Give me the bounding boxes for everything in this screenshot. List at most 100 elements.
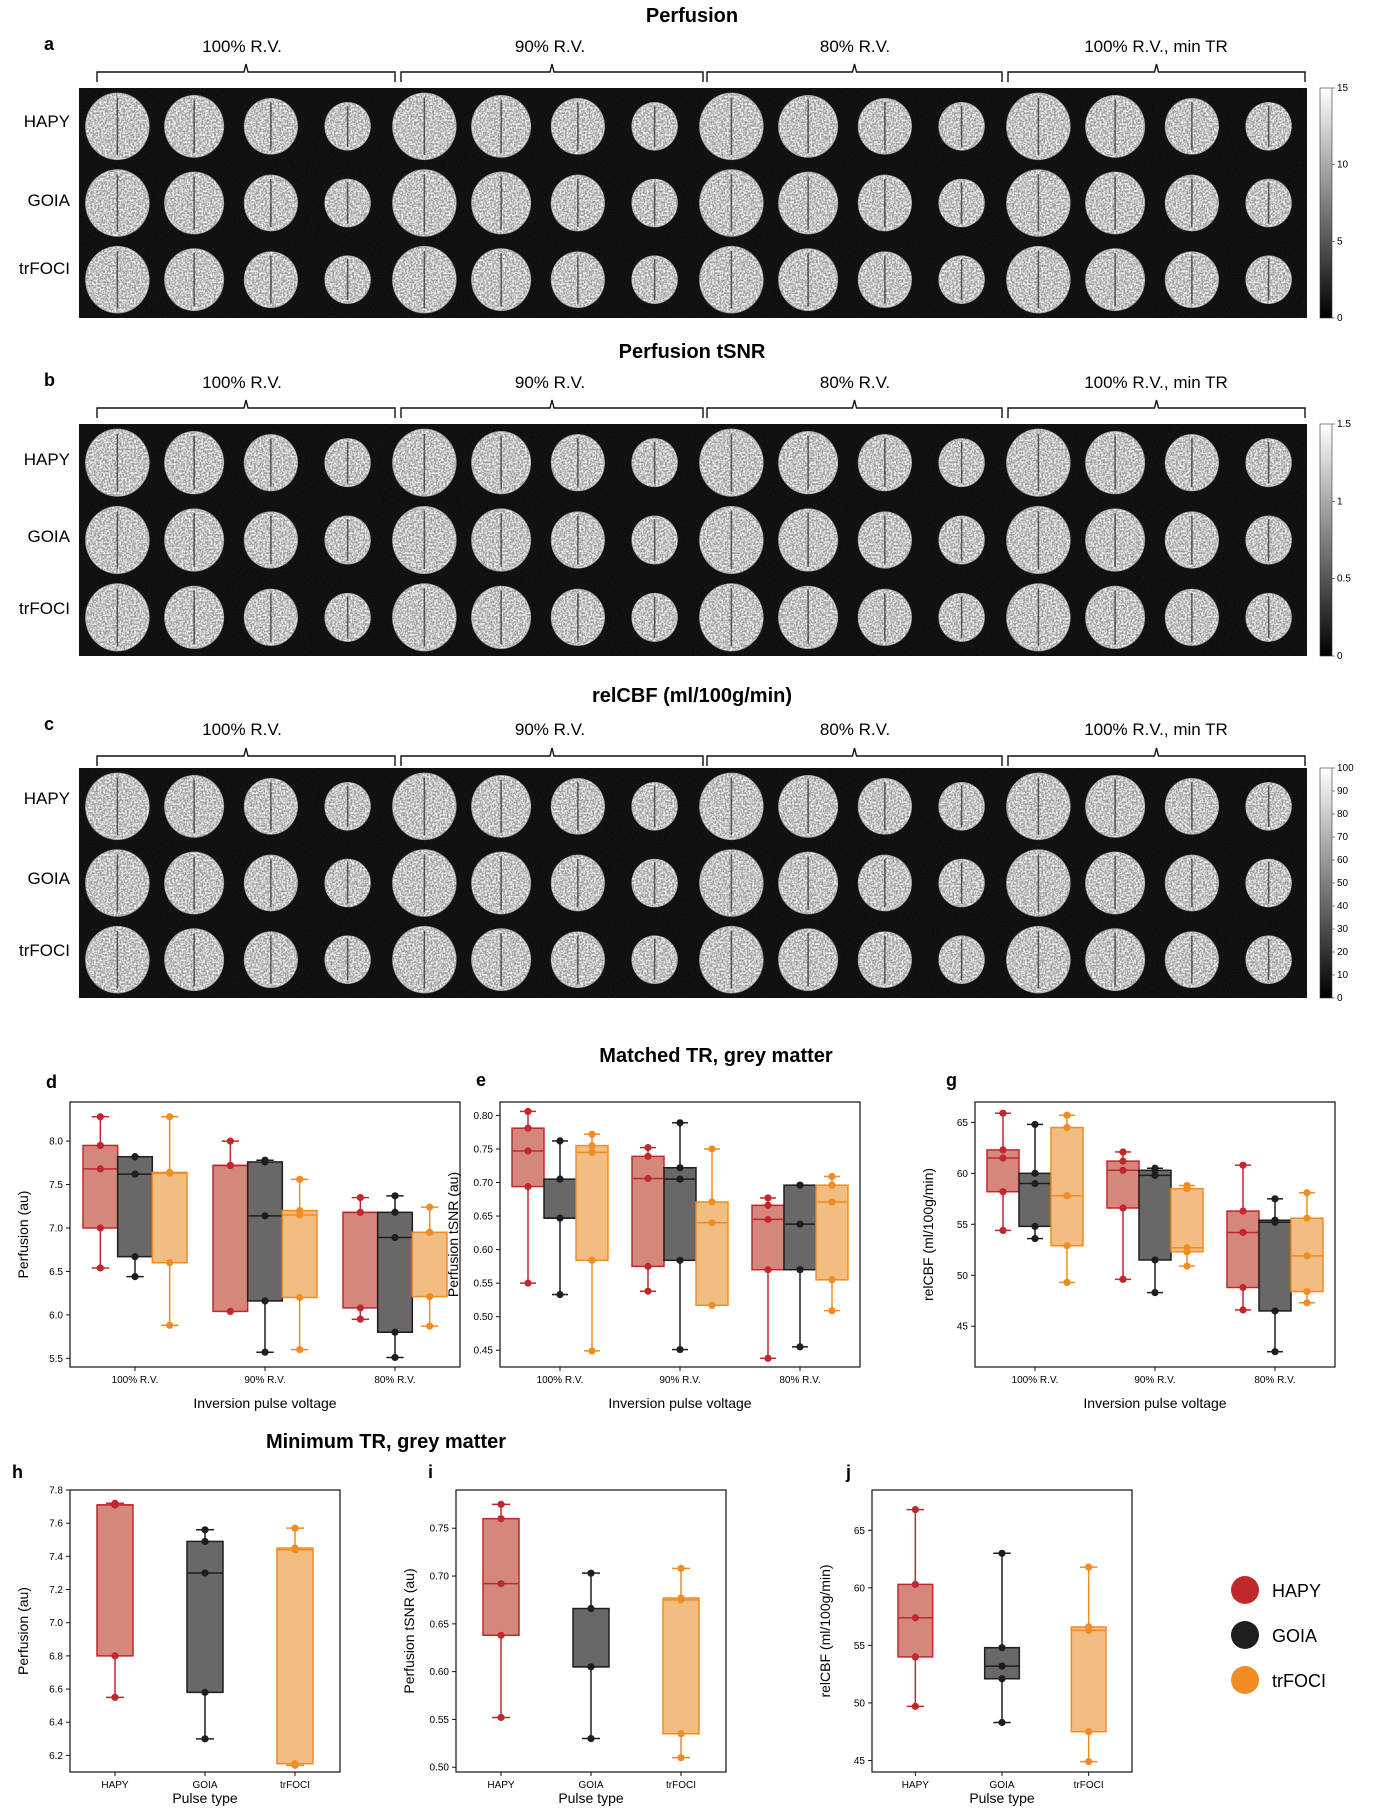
y-tick-label: 7.6 (49, 1519, 63, 1530)
brain-slice (324, 255, 371, 304)
brain-slice (631, 515, 678, 565)
colorbar-tick-label: 100 (1337, 763, 1354, 774)
group-label: 80% R.V. (820, 720, 890, 739)
data-point (426, 1322, 434, 1330)
data-point (497, 1515, 505, 1523)
x-tick-label: 100% R.V. (1012, 1375, 1059, 1386)
colorbar-tick-label: 40 (1337, 901, 1349, 912)
box-HAPY (482, 1500, 520, 1722)
brain-slice (857, 854, 912, 912)
brain-slice (471, 94, 532, 158)
box-iqr (1226, 1210, 1260, 1289)
data-point (1239, 1228, 1247, 1237)
brain-slice (471, 248, 532, 312)
data-point (1239, 1161, 1247, 1169)
x-axis-label: Pulse type (558, 1790, 624, 1806)
brain-slice (778, 171, 839, 235)
data-point (676, 1119, 684, 1127)
data-point (828, 1172, 836, 1181)
brain-slice (243, 588, 298, 646)
x-tick-label: HAPY (487, 1780, 515, 1791)
data-point (1183, 1185, 1191, 1193)
data-point (1239, 1283, 1247, 1292)
row-label: GOIA (27, 191, 70, 210)
box-iqr (186, 1540, 224, 1694)
data-point (1031, 1234, 1039, 1243)
brain-slice (938, 592, 985, 642)
data-point (166, 1259, 174, 1267)
colorbar-tick-label: 0 (1337, 651, 1343, 662)
legend-item-GOIA: GOIA (1231, 1621, 1317, 1649)
y-tick-label: 7.2 (49, 1585, 63, 1596)
brain-slice (778, 851, 839, 915)
data-point (1085, 1728, 1093, 1736)
y-tick-label: 6.4 (49, 1718, 63, 1729)
box-iqr (575, 1144, 609, 1262)
data-point (1151, 1171, 1159, 1179)
brain-slice (471, 431, 532, 495)
brain-slice (164, 171, 225, 235)
brain-slice (471, 851, 532, 915)
data-point (1303, 1287, 1311, 1296)
x-axis-label: Pulse type (172, 1790, 238, 1806)
box-iqr (631, 1155, 665, 1268)
brain-slice (243, 434, 298, 492)
box-iqr (212, 1164, 249, 1313)
brain-slice (1006, 428, 1071, 497)
data-point (1119, 1166, 1127, 1174)
legend-swatch (1231, 1621, 1259, 1649)
brain-slice (324, 102, 371, 151)
brain-slice (85, 772, 150, 841)
data-point (1063, 1278, 1071, 1287)
data-point (588, 1148, 596, 1156)
data-point (426, 1203, 434, 1211)
data-point (998, 1718, 1006, 1727)
brain-slice (699, 505, 764, 575)
data-point (998, 1644, 1006, 1652)
brain-slice (1085, 851, 1146, 915)
brain-slice (1006, 92, 1071, 161)
brain-slice (1164, 588, 1219, 646)
box-iqr (1050, 1126, 1084, 1247)
brain-slice (631, 102, 678, 151)
data-point (226, 1137, 234, 1145)
brain-slice (85, 169, 150, 237)
group-label: 100% R.V. (202, 37, 282, 56)
x-tick-label: 100% R.V. (112, 1375, 159, 1386)
box-GOIA (572, 1569, 610, 1743)
y-tick-label: 0.50 (474, 1312, 494, 1323)
chart-d: d 5.5 6.0 6.5 7.0 7.5 8.0 Perfusion (au) Inversi… (15, 1072, 461, 1411)
data-point (1303, 1189, 1311, 1197)
data-point (764, 1266, 772, 1274)
box-HAPY (986, 1109, 1020, 1235)
row-label: HAPY (24, 112, 70, 131)
data-point (131, 1273, 139, 1281)
data-point (1063, 1192, 1071, 1200)
colorbar-gradient (1319, 87, 1333, 319)
y-tick-label: 7.5 (49, 1180, 63, 1191)
data-point (261, 1297, 269, 1305)
brain-slice (392, 428, 457, 497)
brain-slice (550, 251, 605, 309)
brain-slice (631, 592, 678, 642)
data-point (201, 1537, 209, 1546)
data-point (201, 1735, 209, 1743)
data-point (1271, 1195, 1279, 1203)
y-tick-label: 7.0 (49, 1223, 63, 1234)
colorbar: 15 10 5 0 (1319, 83, 1349, 324)
brain-slice (1085, 248, 1146, 312)
box-GOIA (186, 1526, 224, 1743)
box-HAPY (82, 1113, 119, 1272)
brain-slice (550, 511, 605, 569)
panel-title: Perfusion (646, 5, 738, 27)
brain-slice (324, 782, 371, 831)
box-iqr (1138, 1169, 1172, 1261)
row-label: trFOCI (19, 599, 70, 618)
box-trFOCI (662, 1564, 700, 1762)
brain-slice (1164, 854, 1219, 912)
data-point (1303, 1252, 1311, 1260)
data-point (201, 1526, 209, 1534)
box-GOIA (663, 1119, 697, 1354)
brain-slice (471, 585, 532, 649)
data-point (96, 1264, 104, 1272)
